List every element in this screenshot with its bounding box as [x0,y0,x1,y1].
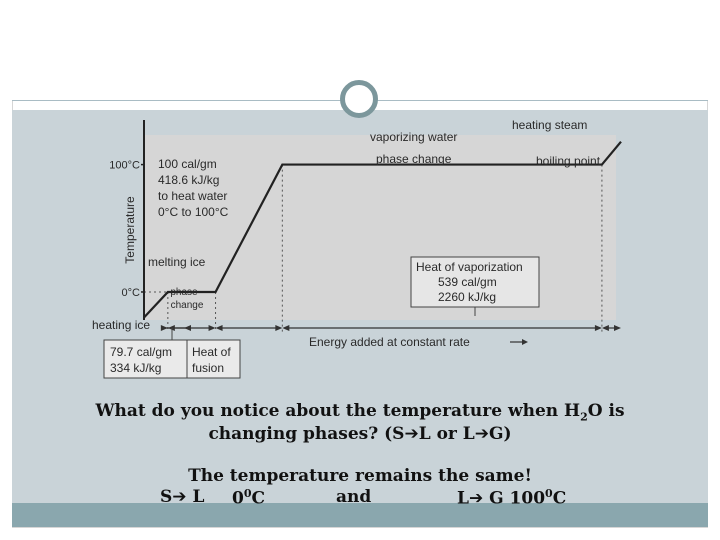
heat-water-label-3: to heat water [158,189,227,203]
answer-degree-1: 0 [243,487,252,500]
fusion-cal: 79.7 cal/gm [110,345,172,359]
heat-water-label-4: 0°C to 100°C [158,205,229,219]
y-axis-label: Temperature [123,196,137,264]
heating-curve-line [143,140,622,319]
vaporization-kj: 2260 kJ/kg [438,290,496,304]
arrow-icon: ➔ [172,487,187,507]
x-axis-label-arrowhead [522,339,528,345]
footer-band [12,503,708,527]
bracket-arrowhead [167,325,175,331]
question-text-1: What do you notice about the temperature… [95,401,581,421]
boiling-point-label: boiling point [536,154,601,168]
answer-c-2: C [552,488,567,509]
heat-water-label-1: 100 cal/gm [158,157,217,171]
answer-and: and [336,487,372,507]
answer-s: S [160,487,173,507]
phase-change-small-1: phase [170,287,198,298]
question-text-2c: G) [489,424,512,444]
bracket-arrowhead [215,325,223,331]
answer-melting-temp: 00C [232,487,265,509]
answer-l: L [186,487,205,507]
question-text-1b: O is [587,401,625,421]
bracket-arrowhead [282,325,290,331]
answer-c-1: C [251,488,266,509]
answer-g: G 100 [483,488,546,509]
heating-steam-label: heating steam [512,118,587,132]
answer-degree-2: 0 [545,487,553,500]
vaporization-box [410,256,540,308]
heating-curve-chart: Temperature 100°C 0°C 100 cal/gm 418.6 k… [92,118,622,379]
fusion-label-1: Heat of [192,345,231,359]
arrow-icon: ➔ [474,424,489,444]
arrow-icon: ➔ [404,424,419,444]
bracket-arrowhead [275,325,283,331]
question-text-2b: L or L [418,424,475,444]
vaporizing-label: vaporizing water [370,130,457,144]
energy-brackets [160,325,621,331]
bracket-arrowhead [208,325,216,331]
fusion-kj: 334 kJ/kg [110,361,161,375]
question-subscript: 2 [580,410,588,424]
answer-temp-1: 0 [232,488,244,509]
arrow-icon: ➔ [468,488,484,509]
melting-ice-label: melting ice [148,255,206,269]
answer-l-2: L [457,488,469,509]
answer-melting: S➔ L [160,487,204,507]
fusion-label-2: fusion [192,361,224,375]
answer-line-1: The temperature remains the same! [188,466,532,486]
bracket-arrowhead [594,325,602,331]
question-line-1: What do you notice about the temperature… [12,401,708,423]
vaporization-cal: 539 cal/gm [438,275,497,289]
bracket-arrowhead [601,325,609,331]
question-text-2a: changing phases? (S [208,424,405,444]
bracket-arrowhead [160,325,168,331]
question-line-2: changing phases? (S➔L or L➔G) [12,424,708,444]
heat-water-label-2: 418.6 kJ/kg [158,173,219,187]
ring-ornament [340,80,378,118]
fusion-box [103,339,241,379]
y-tick-label-100: 100°C [109,160,140,172]
vaporization-title: Heat of vaporization [416,260,523,274]
x-axis-label: Energy added at constant rate [309,335,470,349]
heating-ice-label: heating ice [92,318,150,332]
y-tick-label-0: 0°C [122,287,141,299]
phase-change-small-2: change [171,300,204,311]
phase-change-label: phase change [376,152,452,166]
answer-boiling: L➔ G 1000C [457,487,566,509]
bracket-arrowhead [614,325,621,331]
